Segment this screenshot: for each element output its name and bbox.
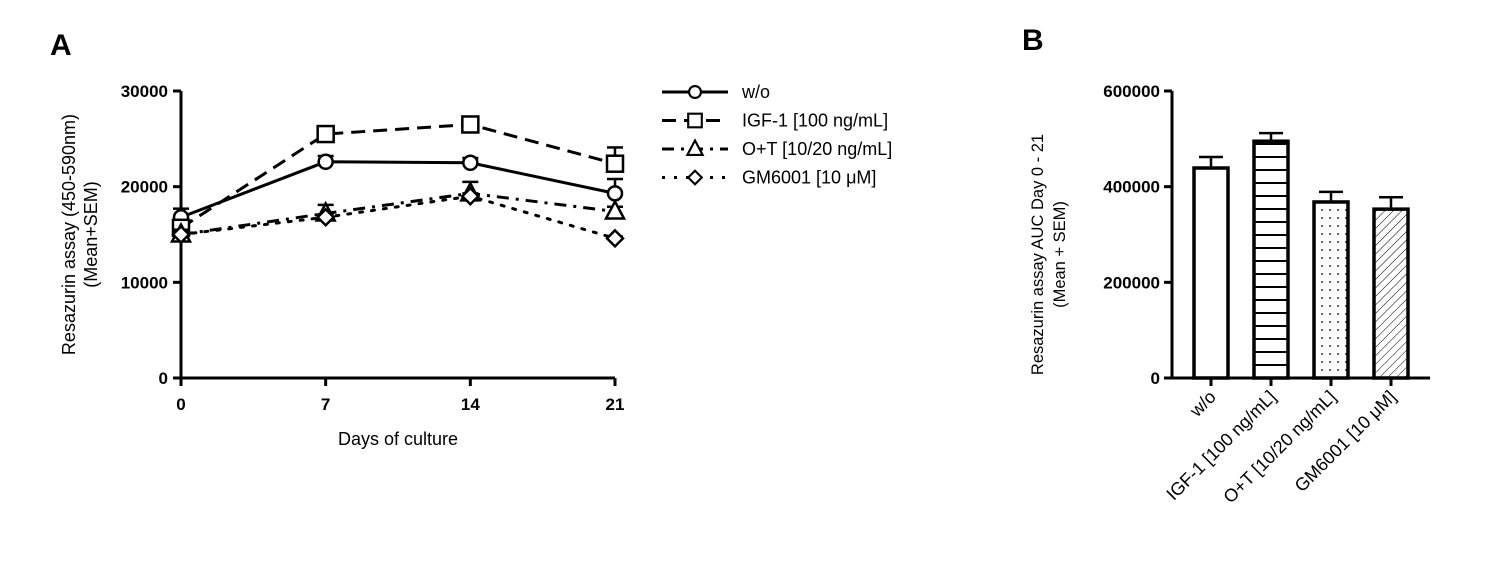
legend-marker-circle: [687, 84, 703, 100]
bar: [1372, 207, 1410, 380]
bar: [1312, 200, 1350, 380]
y-tick-label: 30000: [121, 82, 168, 101]
series-line: [179, 194, 617, 240]
x-axis-label: Days of culture: [338, 429, 458, 449]
data-point-square: [605, 154, 625, 173]
legend-label: GM6001 [10 μM]: [742, 168, 876, 188]
legend-label: O+T [10/20 ng/mL]: [742, 139, 892, 159]
line-chart: 0 10000 20000 30000 0 7 14 21 Days of culture Res…: [59, 82, 892, 449]
x-tick-label: 0: [176, 395, 185, 414]
y-tick-label: 200000: [1103, 273, 1160, 292]
x-tick-label: 14: [461, 395, 480, 414]
data-point-triangle: [603, 198, 627, 220]
legend-marker-triangle: [685, 138, 705, 157]
x-tick-label: 7: [321, 395, 330, 414]
legend-label: IGF-1 [100 ng/mL]: [742, 111, 888, 131]
data-point-diamond: [171, 224, 191, 245]
y-tick-label: 0: [159, 369, 168, 388]
data-point-diamond: [605, 228, 625, 249]
data-point-square: [461, 115, 480, 134]
data-point-square: [316, 124, 335, 144]
x-tick-label: 21: [606, 395, 625, 414]
y-tick-label: 10000: [121, 273, 168, 292]
bar: [1252, 139, 1290, 380]
x-tick-label: O+T [10/20 ng/mL]: [1219, 387, 1339, 507]
series-line: [180, 191, 616, 236]
y-tick-label: 600000: [1103, 82, 1160, 101]
data-point-circle: [462, 154, 479, 171]
panel-label-a: A: [50, 29, 72, 62]
series-line: [180, 122, 616, 230]
legend-marker-square: [687, 112, 703, 129]
series-line: [180, 160, 616, 219]
y-axis-label: (Mean+SEM): [81, 181, 101, 288]
bar-chart: 0 200000 400000 600000 Resazurin assay AUC D…: [1029, 82, 1430, 507]
legend-marker-diamond: [686, 169, 704, 186]
data-point-diamond: [460, 186, 481, 207]
y-tick-label: 20000: [121, 178, 168, 197]
y-tick-label: 0: [1151, 369, 1160, 388]
x-tick-label: w/o: [1185, 387, 1220, 422]
x-tick-label: IGF-1 [100 ng/mL]: [1162, 387, 1279, 504]
data-point-circle: [317, 153, 334, 171]
bar: [1192, 166, 1230, 380]
data-point-diamond: [315, 207, 336, 228]
data-point-circle: [606, 185, 624, 202]
legend-label: w/o: [741, 82, 770, 102]
y-axis-label: (Mean + SEM): [1051, 201, 1069, 308]
panel-label-b: B: [1022, 24, 1044, 57]
y-tick-label: 400000: [1103, 178, 1160, 197]
x-tick-label: GM6001 [10 μM]: [1291, 387, 1400, 496]
y-axis-label: Resazurin assay AUC Day 0 - 21: [1029, 134, 1047, 375]
y-axis-label: Resazurin assay (450-590nm): [59, 114, 79, 355]
